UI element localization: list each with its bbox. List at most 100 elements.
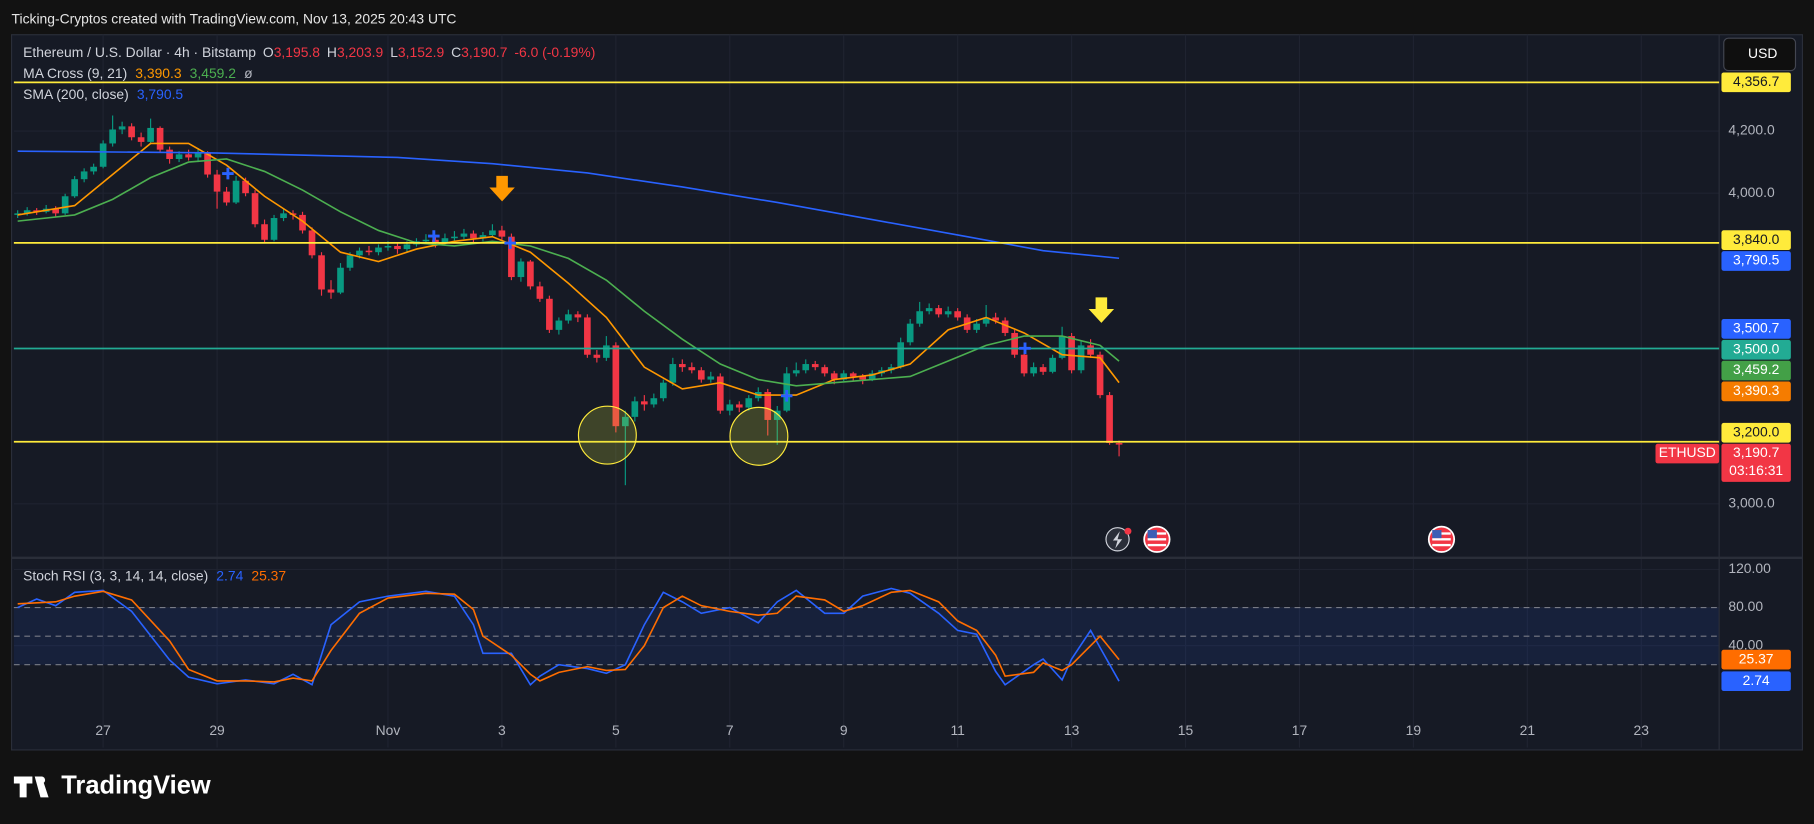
candle-body bbox=[166, 149, 173, 159]
candle-body bbox=[897, 342, 905, 368]
price-label-bg bbox=[1721, 360, 1791, 381]
candle-body bbox=[394, 245, 401, 250]
price-label-bg bbox=[1721, 72, 1791, 93]
candle-body bbox=[52, 208, 59, 214]
candle-body bbox=[773, 410, 781, 420]
candle-body bbox=[356, 250, 363, 256]
candle-body bbox=[697, 370, 705, 380]
legend-layer: Ethereum / U.S. Dollar · 4h · Bitstamp O3… bbox=[23, 44, 595, 583]
candle-body bbox=[1068, 336, 1075, 371]
ohlc-value: 3,152.9 bbox=[398, 44, 445, 60]
candle-body bbox=[470, 233, 477, 239]
candle-body bbox=[403, 244, 411, 250]
candle-body bbox=[517, 261, 525, 278]
candle-body bbox=[99, 143, 107, 167]
ohlc-key: O bbox=[263, 44, 274, 60]
brand-logo-dot bbox=[38, 776, 46, 784]
oscillator-line bbox=[17, 589, 1120, 683]
price-label: 3,390.3 bbox=[1733, 382, 1780, 398]
price-label-bg bbox=[1721, 251, 1791, 271]
candle-body bbox=[71, 179, 78, 197]
candle-body bbox=[916, 311, 924, 324]
candle-body bbox=[973, 323, 980, 330]
y-tick-label: 120.00 bbox=[1728, 560, 1771, 576]
ohlc-key: H bbox=[327, 44, 337, 60]
candle-body bbox=[603, 345, 610, 358]
highlight-circle bbox=[577, 405, 637, 465]
x-tick-label: Nov bbox=[376, 722, 401, 738]
symbol-title: Ethereum / U.S. Dollar · 4h · Bitstamp bbox=[23, 44, 256, 60]
candle-body bbox=[318, 255, 325, 290]
candle-body bbox=[830, 373, 838, 380]
candle-body bbox=[536, 286, 544, 299]
candle-body bbox=[622, 416, 629, 427]
price-label: 3,200.0 bbox=[1733, 423, 1780, 439]
price-label: 3,500.0 bbox=[1733, 340, 1780, 356]
cross-marker bbox=[222, 167, 234, 180]
price-label: 3,790.5 bbox=[1733, 252, 1780, 268]
countdown-label: 03:16:31 bbox=[1729, 462, 1783, 478]
candle-body bbox=[574, 314, 582, 318]
indicator-reading: 2.74 bbox=[216, 567, 243, 583]
event-icons bbox=[1105, 525, 1456, 553]
indicator-line bbox=[17, 158, 1120, 387]
candle-body bbox=[612, 345, 620, 427]
y-tick-label: 4,000.0 bbox=[1728, 184, 1775, 200]
grid-layer bbox=[13, 34, 1720, 748]
candle-body bbox=[327, 289, 335, 293]
price-label: 3,459.2 bbox=[1733, 361, 1780, 377]
x-tick-label: 13 bbox=[1064, 722, 1080, 738]
down-arrow bbox=[1088, 297, 1115, 323]
price-label: 4,356.7 bbox=[1733, 73, 1780, 89]
candle-body bbox=[1058, 336, 1066, 358]
candle-body bbox=[1030, 367, 1037, 374]
attribution: Ticking-Cryptos created with TradingView… bbox=[12, 10, 457, 26]
candle-body bbox=[384, 245, 392, 248]
flag-canton bbox=[1432, 530, 1442, 539]
indicator-reading: 3,790.5 bbox=[137, 86, 184, 102]
candle-body bbox=[80, 171, 88, 180]
indicator-reading: ø bbox=[244, 65, 253, 81]
x-tick-label: 5 bbox=[612, 722, 620, 738]
candle-body bbox=[527, 261, 534, 287]
highlight-circle bbox=[729, 406, 789, 466]
candle-body bbox=[451, 236, 458, 239]
candle-body bbox=[982, 317, 990, 324]
candle-body bbox=[185, 154, 192, 158]
candle-body bbox=[716, 376, 724, 411]
currency-button[interactable] bbox=[1723, 37, 1797, 72]
candle-body bbox=[251, 193, 259, 225]
candle-body bbox=[735, 404, 743, 408]
price-label-bg bbox=[1721, 443, 1791, 482]
candle-body bbox=[1077, 345, 1085, 371]
candle-body bbox=[555, 320, 563, 330]
y-tick-label: 40.00 bbox=[1728, 636, 1763, 652]
price-label-bg bbox=[1721, 422, 1791, 443]
price-label-bg bbox=[1721, 230, 1791, 250]
candle-body bbox=[688, 367, 696, 371]
oscillator-line bbox=[17, 587, 1120, 687]
candle-body bbox=[109, 129, 116, 144]
candle-body bbox=[925, 308, 933, 312]
indicator-legend: SMA (200, close) 3,790.5 bbox=[23, 86, 183, 102]
candle-body bbox=[137, 137, 145, 142]
indicator-name: Stoch RSI (3, 3, 14, 14, close) bbox=[23, 567, 208, 583]
ohlc-value: 3,195.8 bbox=[274, 44, 321, 60]
candle-body bbox=[204, 152, 211, 175]
candle-body bbox=[1087, 345, 1094, 355]
x-tick-label: 11 bbox=[950, 722, 965, 738]
event-icon-glyph bbox=[1112, 531, 1123, 549]
candle-body bbox=[242, 180, 249, 194]
symbol-tag: ETHUSD bbox=[1659, 444, 1716, 460]
indicator-reading: 3,390.3 bbox=[135, 65, 182, 81]
candle-body bbox=[954, 311, 961, 318]
candle-body bbox=[1020, 354, 1028, 374]
chart-panel bbox=[10, 34, 1804, 751]
candle-body bbox=[261, 224, 268, 240]
y-tick-label: 4,200.0 bbox=[1728, 122, 1775, 138]
indicator-legend: MA Cross (9, 21) 3,390.3 3,459.2 ø bbox=[23, 65, 253, 81]
candle-body bbox=[194, 152, 202, 158]
candle-body bbox=[156, 127, 164, 150]
candle-body bbox=[546, 298, 553, 330]
